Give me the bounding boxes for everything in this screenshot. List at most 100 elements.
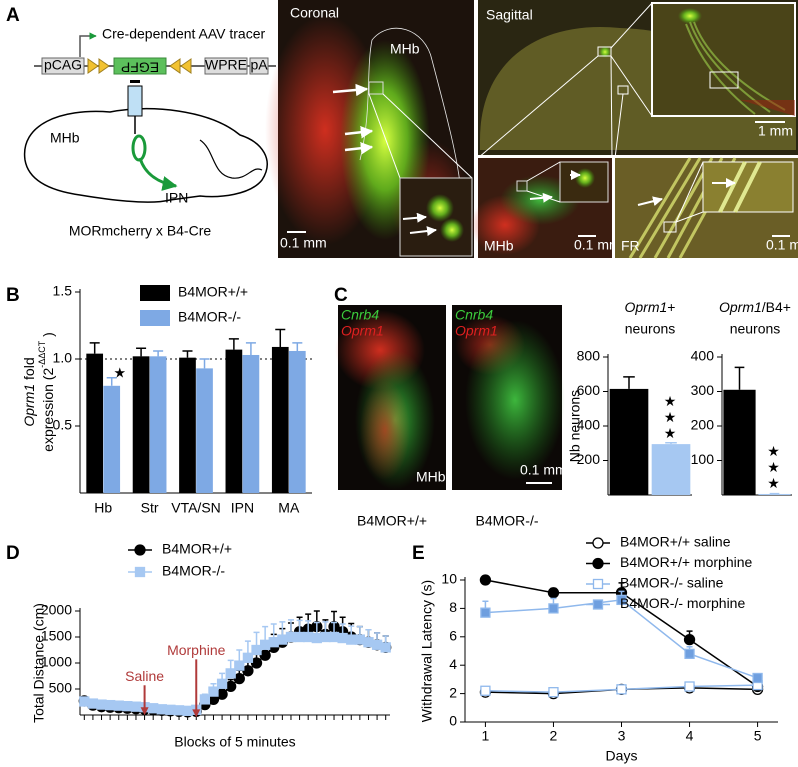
error-bar (275, 328, 286, 347)
point (346, 634, 357, 645)
arrow (409, 226, 437, 236)
point (268, 637, 279, 648)
annotation: Morphine (167, 642, 226, 658)
arrow (402, 212, 427, 223)
panel-label: A (6, 5, 20, 26)
signal (599, 46, 611, 58)
brain-outline (23, 107, 268, 203)
bar (149, 356, 167, 493)
y-tick-label: 800 (577, 348, 601, 364)
legend-label: B4MOR+/+ (178, 284, 248, 300)
construct-box (204, 57, 248, 75)
cerebellum-line (199, 139, 263, 179)
x-axis-label: Days (606, 748, 638, 764)
y-axis-label-part: fold (21, 357, 37, 383)
signal (360, 380, 410, 480)
bar (651, 444, 691, 495)
error-bar (199, 358, 210, 369)
arrow (344, 126, 374, 139)
sagittal-image: Sagittal 1 mm (477, 0, 798, 159)
point (148, 703, 159, 714)
y-tick-label: 600 (577, 382, 601, 398)
chart-title: neurons (730, 321, 781, 337)
y-tick-label: 10 (441, 571, 457, 587)
y-tick-label: 2 (449, 684, 457, 700)
point (250, 657, 263, 669)
fish-image: Cnrb4 Oprm1 MHb B4MOR+/+ (335, 305, 446, 529)
y-tick-label: 400 (691, 348, 715, 364)
point (320, 631, 331, 643)
construct-title: Cre-dependent AAV tracer (102, 26, 266, 42)
coronal-image: Coronal MHb 0.1 mm (265, 0, 474, 260)
signal (678, 8, 702, 24)
legend-swatch (140, 310, 170, 326)
point (380, 642, 391, 653)
chart-title: Oprm1/B4+ (719, 299, 791, 315)
zoom-line (675, 161, 704, 223)
chart-title: Oprm1+ (625, 299, 676, 315)
zoom-box (516, 180, 528, 192)
x-tick-label: 3 (618, 728, 626, 744)
y-tick-label: 300 (691, 382, 715, 398)
point (225, 668, 236, 679)
point (96, 699, 107, 710)
legend-marker (592, 578, 604, 590)
annotation-arrow (140, 707, 149, 716)
point (173, 705, 185, 716)
image-title: Coronal (290, 5, 339, 21)
y-tick-label: 100 (691, 451, 715, 467)
scale-label: 1 mm (758, 123, 793, 139)
error-bar (245, 342, 256, 355)
signal (740, 100, 795, 116)
point (616, 684, 627, 695)
significance: ★ (113, 364, 126, 380)
scale-label: 0.1 mm (766, 237, 798, 253)
region-label: MHb (390, 41, 420, 57)
error-bar (106, 377, 117, 386)
y-tick-label: 1000 (41, 654, 72, 670)
inset (651, 2, 796, 117)
point (199, 694, 211, 705)
lox-site (169, 58, 192, 74)
brain-label: MHb (50, 130, 80, 146)
construct-part: EGFP (121, 59, 159, 75)
point (480, 685, 491, 696)
signal (465, 320, 565, 480)
bar (103, 385, 121, 493)
y-axis-label-part: ) (40, 332, 56, 341)
zoom-line (610, 2, 653, 49)
syringe (130, 80, 140, 83)
fish-image: Cnrb4 Oprm1 0.1 mm B4MOR-/- (452, 305, 567, 529)
x-tick-label: 5 (754, 728, 762, 744)
caption: MORmcherry x B4-Cre (69, 223, 212, 239)
point (752, 672, 763, 684)
point (683, 633, 696, 646)
legend-label: B4MOR-/- morphine (620, 595, 745, 611)
chart-title-part: Oprm1 (719, 299, 762, 315)
significance: ★★★ (767, 444, 783, 492)
bar (271, 346, 289, 493)
point (130, 701, 142, 712)
error-bar (228, 338, 239, 350)
construct-part: WPRE (205, 57, 247, 73)
y-tick-label: 400 (577, 417, 601, 433)
point (156, 704, 167, 715)
zoom-box (663, 221, 677, 233)
construct-box (113, 57, 167, 75)
point (242, 665, 254, 677)
y-tick-label: 0 (449, 713, 457, 729)
point (259, 639, 271, 650)
error-bar (182, 350, 193, 358)
bar (86, 353, 104, 493)
point (285, 631, 297, 643)
legend-marker (592, 599, 604, 610)
signal (575, 168, 595, 188)
zoom-box (709, 71, 739, 89)
mhb-inset-image: MHb 0.1 mm (470, 158, 621, 258)
point (548, 687, 559, 698)
bar (132, 356, 150, 493)
legend-label: B4MOR+/+ morphine (620, 554, 752, 570)
line (485, 599, 758, 679)
x-tick-label: Hb (94, 500, 112, 516)
